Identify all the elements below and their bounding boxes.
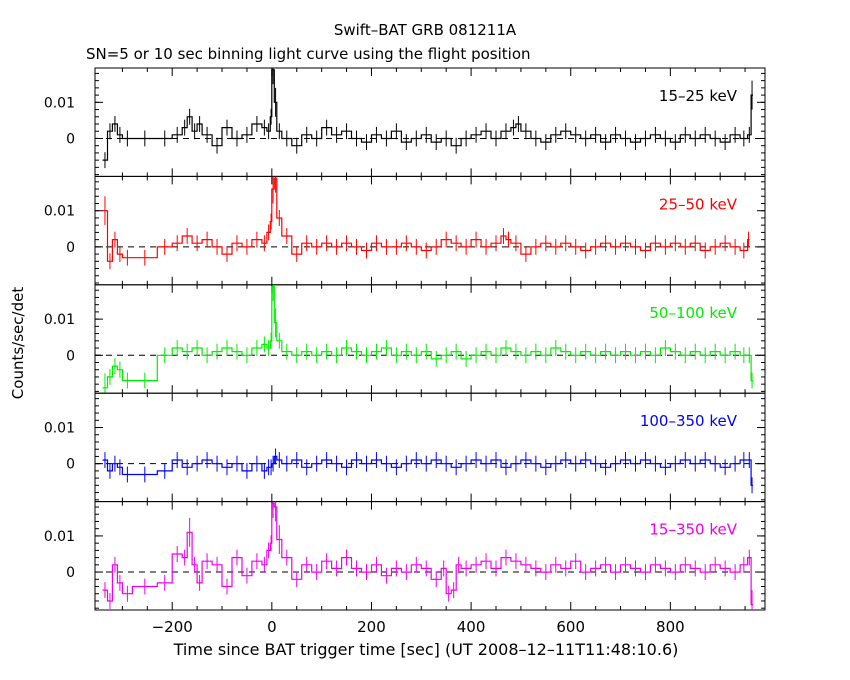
x-tick-label: 800: [656, 618, 685, 636]
y-tick-label: 0: [66, 131, 75, 147]
energy-band-label: 15–350 keV: [649, 521, 737, 539]
y-tick-label: 0.01: [44, 529, 75, 545]
y-tick-label: 0.01: [44, 95, 75, 111]
light-curve-series: [102, 455, 753, 486]
energy-band-label: 50–100 keV: [649, 304, 737, 322]
chart-title: Swift–BAT GRB 081211A: [333, 21, 517, 39]
x-tick-label: 0: [267, 618, 277, 636]
x-axis-label: Time since BAT trigger time [sec] (UT 20…: [173, 640, 679, 659]
panel-frame: [94, 501, 766, 611]
panel-frame: [94, 284, 766, 394]
y-tick-label: 0.01: [44, 312, 75, 328]
x-tick-label: 400: [457, 618, 486, 636]
panel-frame: [94, 175, 766, 286]
energy-band-label: 25–50 keV: [659, 195, 738, 213]
x-tick-label: 200: [357, 618, 386, 636]
x-tick-label: 600: [556, 618, 585, 636]
light-curve-series: [102, 69, 753, 161]
x-tick-label: −200: [152, 618, 193, 636]
light-curve-series: [102, 286, 753, 389]
panel-frame: [94, 67, 766, 177]
energy-band-label: 15–25 keV: [659, 87, 738, 105]
y-tick-label: 0: [66, 240, 75, 256]
y-tick-label: 0.01: [44, 421, 75, 437]
light-curve-series: [102, 177, 750, 262]
y-tick-label: 0: [66, 565, 75, 581]
panel-frame: [94, 392, 766, 503]
chart-subtitle: SN=5 or 10 sec binning light curve using…: [86, 45, 531, 63]
energy-band-label: 100–350 keV: [640, 412, 738, 430]
y-tick-label: 0.01: [44, 204, 75, 220]
y-tick-label: 0: [66, 348, 75, 364]
y-tick-label: 0: [66, 457, 75, 473]
